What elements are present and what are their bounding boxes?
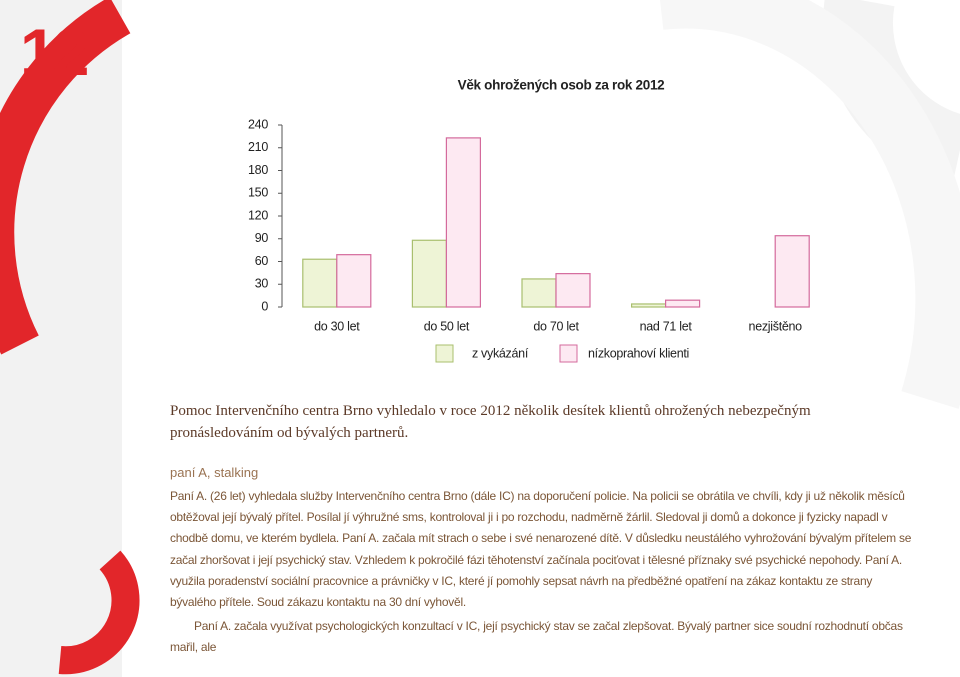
- y-tick-label: 210: [248, 140, 268, 154]
- y-tick-label: 90: [255, 231, 269, 245]
- bar: [555, 273, 591, 308]
- y-tick-label: 150: [248, 186, 268, 200]
- red-arc: [0, 0, 131, 355]
- bar: [664, 299, 701, 308]
- bar: [411, 239, 447, 308]
- y-tick-label: 30: [255, 277, 269, 291]
- y-tick-label: 60: [255, 254, 269, 268]
- case-title: paní A, stalking: [170, 465, 259, 480]
- page-number: 12: [20, 15, 89, 89]
- gray-arc: [660, 0, 960, 409]
- legend-swatch: [559, 344, 578, 363]
- legend-label: z vykázání: [472, 346, 529, 360]
- x-tick-label: do 30 let: [314, 319, 360, 333]
- x-tick-label: do 50 let: [424, 319, 470, 333]
- chart: Věk ohrožených osob za rok 2012 0 30 60 90 1…: [248, 78, 810, 363]
- intro-paragraph: Pomoc Intervenčního centra Brno vyhledal…: [170, 403, 811, 441]
- x-tick-label: nad 71 let: [640, 319, 693, 333]
- legend-swatch: [435, 344, 454, 363]
- bar: [774, 235, 810, 308]
- bar: [521, 278, 557, 308]
- red-arc-small: [58, 550, 140, 675]
- y-tick-label: 0: [261, 299, 268, 313]
- bar: [336, 254, 372, 308]
- y-tick-label: 120: [248, 208, 268, 222]
- legend-label: nízkoprahoví klienti: [588, 346, 689, 360]
- x-tick-label: nezjištěno: [749, 319, 803, 333]
- bar: [445, 137, 481, 308]
- y-tick-label: 240: [248, 117, 268, 131]
- case-paragraph: Paní A. začala využívat psychologických …: [170, 619, 903, 655]
- case-paragraph: Paní A. (26 let) vyhledala služby Interv…: [170, 489, 912, 610]
- y-tick-label: 180: [248, 163, 268, 177]
- chart-title: Věk ohrožených osob za rok 2012: [458, 78, 665, 93]
- bar: [302, 258, 338, 308]
- case-text: Paní A. (26 let) vyhledala služby Interv…: [170, 486, 918, 659]
- x-tick-label: do 70 let: [533, 319, 579, 333]
- bar: [630, 303, 667, 308]
